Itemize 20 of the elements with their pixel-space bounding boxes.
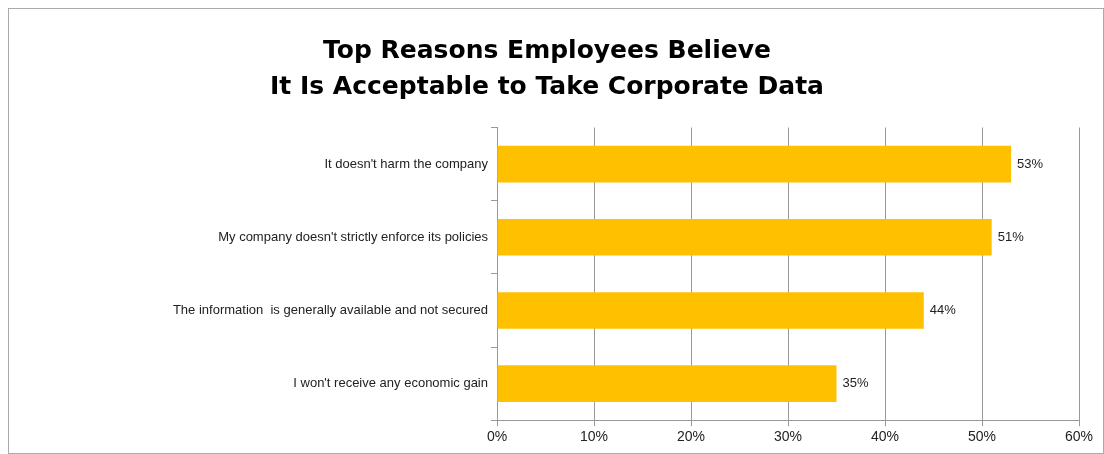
bar — [497, 365, 837, 402]
x-tick-label: 30% — [773, 428, 803, 445]
x-tick-label: 20% — [676, 428, 706, 445]
bar — [497, 292, 924, 329]
x-tick-label: 0% — [486, 428, 508, 445]
bar — [497, 218, 992, 256]
data-label: 53% — [1017, 155, 1044, 171]
x-tick-label: 60% — [1064, 428, 1094, 445]
y-tick-label: I won't receive any economic gain — [293, 375, 488, 391]
y-tick-label: My company doesn't strictly enforce its policies — [218, 228, 489, 244]
x-tick-label: 40% — [870, 428, 900, 445]
bar — [497, 145, 1012, 183]
data-label: 35% — [842, 375, 869, 391]
y-tick-label: It doesn't harm the company — [324, 155, 489, 171]
data-label: 51% — [997, 228, 1025, 244]
x-tick-label: 10% — [579, 428, 609, 445]
x-tick-label: 50% — [967, 428, 997, 445]
data-label: 44% — [929, 302, 957, 318]
y-tick-label: The information is generally available and not secured — [172, 302, 488, 318]
chart-title: Top Reasons Employees Believe It Is Acceptable to Take Corporate Data — [270, 34, 824, 100]
